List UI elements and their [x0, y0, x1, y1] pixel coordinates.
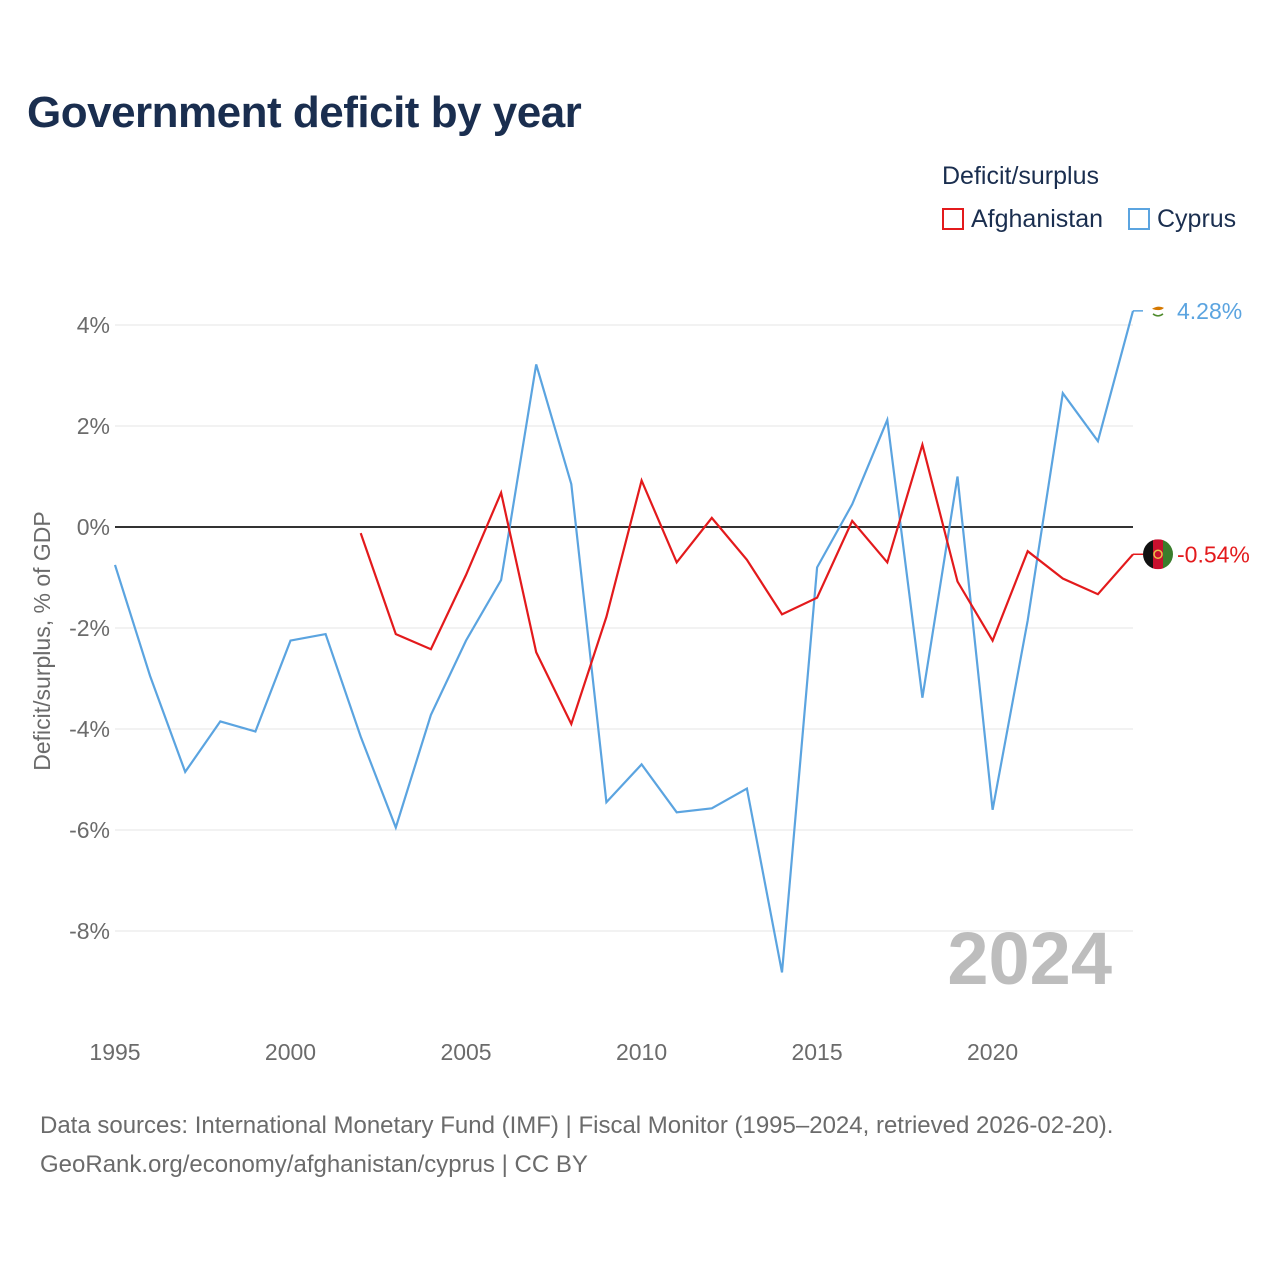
afghanistan-flag-icon	[1143, 539, 1173, 570]
y-tick-label: 4%	[77, 312, 110, 338]
source-line-2: GeoRank.org/economy/afghanistan/cyprus |…	[40, 1151, 588, 1178]
y-tick-label: 0%	[77, 514, 110, 540]
year-watermark: 2024	[947, 917, 1112, 1000]
y-tick-label: -4%	[69, 716, 110, 742]
end-markers: 4.28% -0.54%	[1133, 298, 1250, 570]
flag-stripe-black	[1143, 539, 1153, 570]
source-note: Data sources: International Monetary Fun…	[40, 1106, 1113, 1184]
flag-stripe-green	[1163, 539, 1173, 570]
legend-swatch-cyprus	[1128, 208, 1150, 230]
legend-item-afghanistan[interactable]: Afghanistan	[942, 204, 1103, 234]
y-axis-label: Deficit/surplus, % of GDP	[29, 511, 55, 770]
source-line-1: Data sources: International Monetary Fun…	[40, 1112, 1114, 1139]
end-value-label-afghanistan: -0.54%	[1177, 541, 1250, 567]
series	[113, 310, 1135, 973]
legend-item-cyprus[interactable]: Cyprus	[1128, 204, 1236, 234]
line-chart: 4% 2% 0% -2% -4% -6% -8% 1995 2000 2005 2010 2015 20…	[29, 298, 1250, 1065]
cyprus-flag-icon	[1148, 300, 1168, 321]
x-tick-label: 1995	[89, 1039, 140, 1065]
x-tick-label: 2005	[440, 1039, 491, 1065]
flag-emblem	[1153, 549, 1163, 560]
legend-swatch-afghanistan	[942, 208, 964, 230]
legend-label-afghanistan: Afghanistan	[971, 204, 1104, 233]
legend-title: Deficit/surplus	[942, 162, 1099, 190]
y-tick-label: 2%	[77, 413, 110, 439]
flag-island-shape	[1152, 306, 1164, 311]
flag-stripes	[1143, 539, 1173, 570]
x-tick-label: 2010	[616, 1039, 667, 1065]
flag-stripe-red	[1153, 539, 1163, 570]
axes: 4% 2% 0% -2% -4% -6% -8% 1995 2000 2005 2010 2015 20…	[69, 312, 1133, 1065]
x-tick-label: 2020	[967, 1039, 1018, 1065]
end-value-label-cyprus: 4.28%	[1177, 298, 1242, 324]
y-tick-label: -6%	[69, 817, 110, 843]
y-tick-label: -2%	[69, 615, 110, 641]
series-line-cyprus[interactable]	[113, 310, 1135, 973]
chart-title: Government deficit by year	[27, 88, 582, 137]
legend-label-cyprus: Cyprus	[1157, 204, 1237, 233]
x-tick-label: 2015	[791, 1039, 842, 1065]
flag-olive-branches	[1152, 313, 1164, 317]
series-line-afghanistan[interactable]	[359, 440, 1134, 727]
flag-background	[1148, 300, 1168, 321]
x-tick-label: 2000	[265, 1039, 316, 1065]
y-tick-label: -8%	[69, 918, 110, 944]
grid-lines	[115, 324, 1133, 932]
